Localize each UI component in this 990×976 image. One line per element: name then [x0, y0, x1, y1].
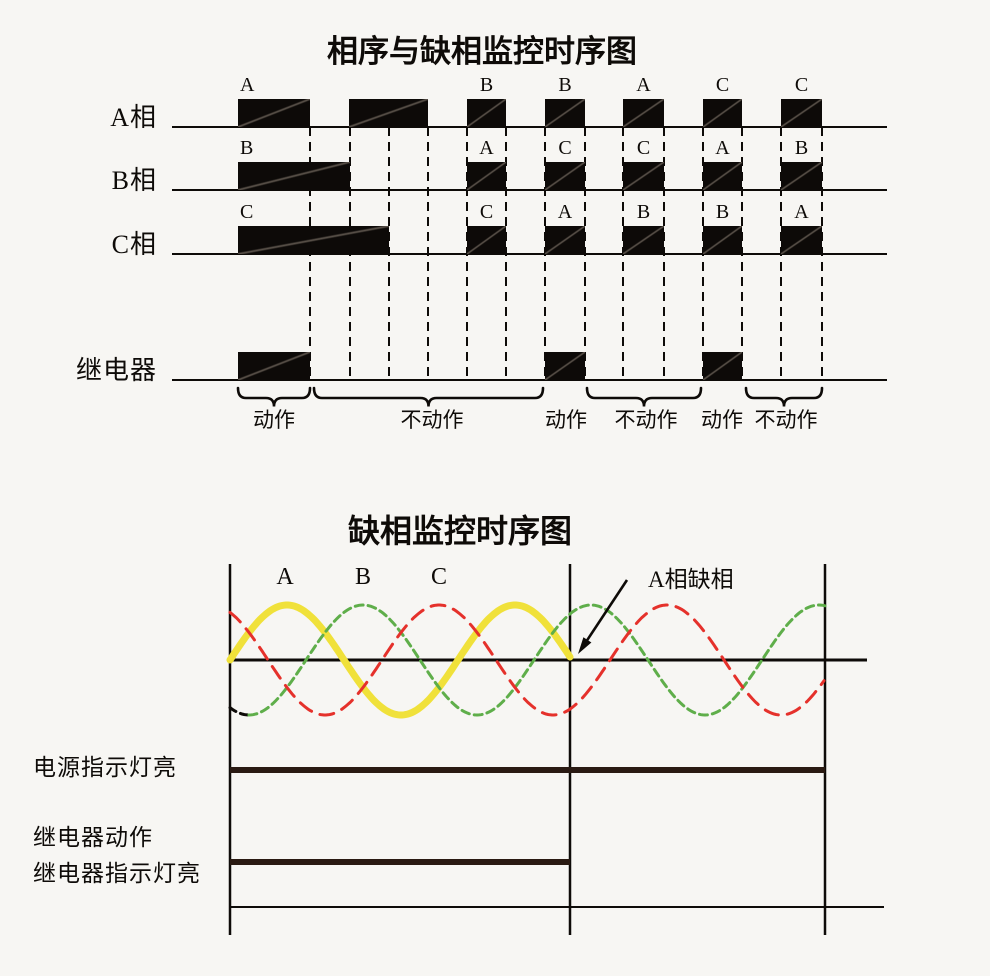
pulse-block — [781, 99, 822, 127]
underbrace — [585, 386, 703, 407]
phase-loss-annotation: A相缺相 — [648, 567, 734, 592]
pulse-block — [467, 226, 506, 254]
relay-indicator-label: 继电器指示灯亮 — [33, 861, 201, 886]
wave-a — [226, 601, 574, 719]
pulse-tag: A — [479, 137, 494, 159]
pulse-tag: B — [479, 74, 494, 96]
pulse-tag: C — [636, 137, 651, 159]
power-indicator-label: 电源指示灯亮 — [33, 755, 177, 780]
row-label-phase-c: C相 — [111, 230, 157, 259]
underbrace — [744, 386, 824, 407]
wave-label-c: C — [430, 564, 447, 590]
wave-c — [228, 603, 826, 717]
pulse-block — [623, 162, 664, 190]
pulse-tag: A — [557, 201, 573, 223]
arrow-head — [578, 637, 592, 654]
underbrace — [312, 386, 545, 407]
action-label: 不动作 — [754, 408, 818, 432]
wave-label-b: B — [354, 564, 371, 590]
pulse-tag: B — [240, 137, 254, 159]
arrow-shaft — [584, 579, 629, 644]
pulse-block — [545, 226, 585, 254]
pulse-tag: C — [558, 137, 572, 159]
relay-action-label: 继电器动作 — [33, 825, 153, 850]
pulse-block — [545, 162, 585, 190]
wave-label-a: A — [276, 564, 294, 590]
pulse-tag: B — [558, 74, 572, 96]
action-label: 动作 — [253, 408, 295, 432]
pulse-block — [238, 99, 310, 127]
pulse-block — [545, 352, 585, 380]
pulse-tag: C — [479, 201, 494, 223]
pulse-tag: A — [715, 137, 730, 159]
pulse-block — [781, 226, 822, 254]
bottom-chart-title: 缺相监控时序图 — [347, 513, 572, 549]
pulse-block — [623, 226, 664, 254]
row-label-relay: 继电器 — [75, 356, 157, 385]
pulse-block — [467, 162, 506, 190]
pulse-block — [545, 99, 585, 127]
pulse-block — [703, 226, 742, 254]
wave-b — [247, 603, 827, 717]
row-label-phase-a: A相 — [110, 103, 157, 132]
pulse-block — [467, 99, 506, 127]
pulse-block — [781, 162, 822, 190]
row-label-phase-b: B相 — [111, 166, 157, 195]
pulse-block — [703, 162, 742, 190]
top-chart-title: 相序与缺相监控时序图 — [327, 34, 637, 69]
pulse-tag: A — [794, 201, 809, 223]
pulse-tag: B — [636, 201, 651, 223]
pulse-block — [238, 162, 350, 190]
pulse-tag: C — [794, 74, 809, 96]
underbrace — [236, 386, 312, 407]
pulse-tag: C — [240, 201, 254, 223]
pulse-block — [238, 352, 310, 380]
pulse-tag: B — [794, 137, 809, 159]
action-label: 不动作 — [614, 408, 678, 432]
pulse-block — [238, 226, 389, 254]
pulse-block — [623, 99, 664, 127]
pulse-block — [349, 99, 428, 127]
pulse-tag: A — [240, 74, 255, 96]
pulse-tag: A — [636, 74, 651, 96]
pulse-tag: B — [715, 201, 730, 223]
pulse-block — [703, 99, 742, 127]
wave-b — [228, 706, 250, 717]
action-label: 动作 — [701, 408, 743, 432]
action-label: 不动作 — [400, 408, 464, 432]
action-label: 动作 — [545, 408, 587, 432]
pulse-block — [703, 352, 742, 380]
pulse-tag: C — [715, 74, 730, 96]
